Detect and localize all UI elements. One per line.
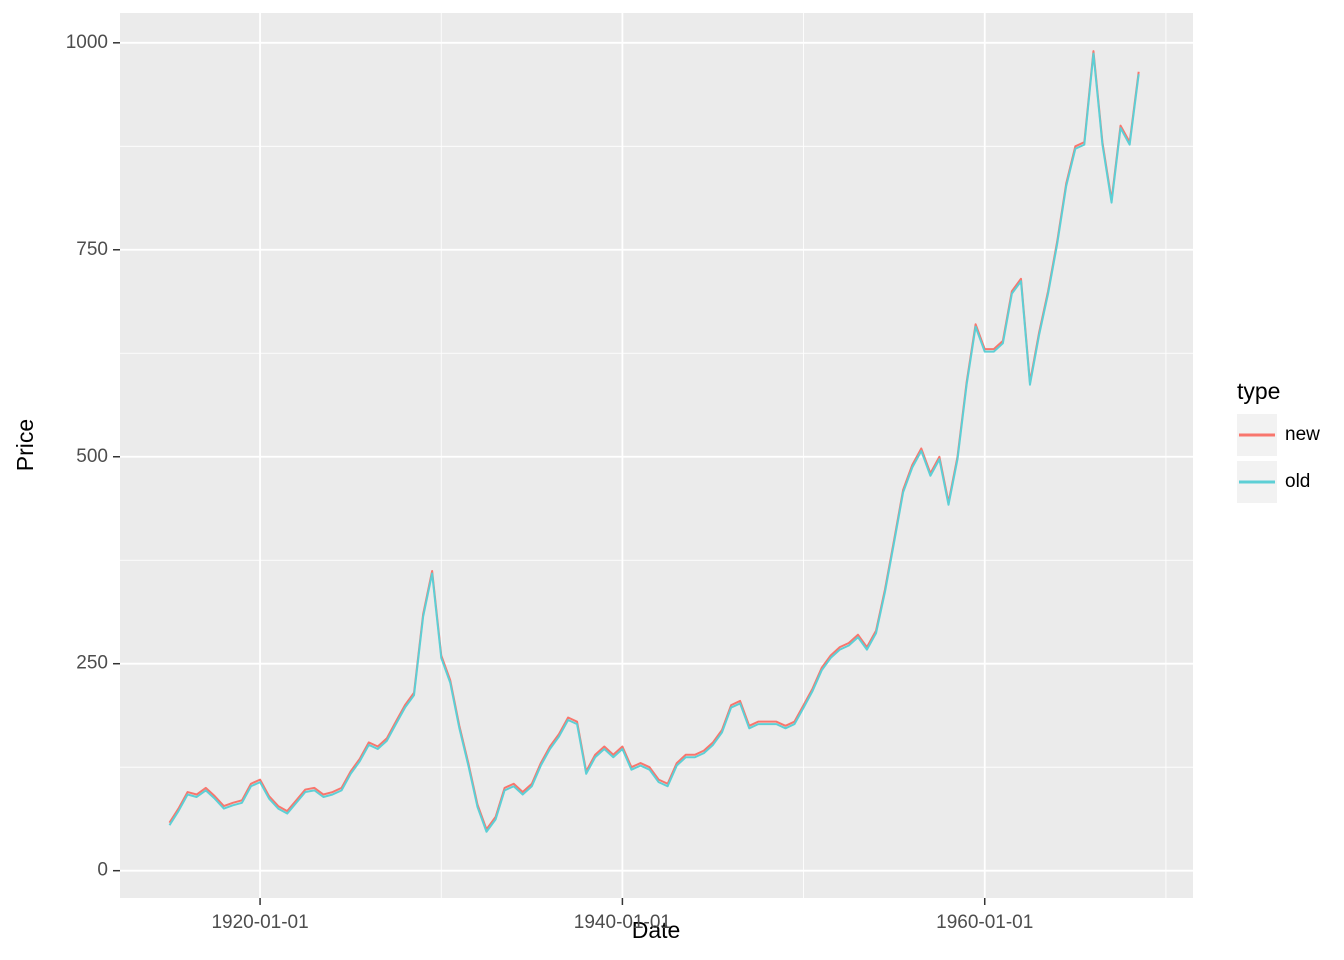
- x-tick-label: 1940-01-01: [574, 912, 671, 933]
- legend-title: type: [1237, 378, 1280, 404]
- y-axis-title: Price: [12, 419, 38, 471]
- x-axis-title: Date: [632, 917, 681, 943]
- line-series: [168, 52, 1140, 833]
- y-tick-label: 1000: [66, 32, 108, 53]
- panel: [120, 13, 1193, 898]
- x-tick-label: 1960-01-01: [936, 912, 1033, 933]
- legend-label: new: [1285, 424, 1320, 445]
- x-tick-label: 1920-01-01: [211, 912, 308, 933]
- y-tick-label: 0: [97, 860, 108, 881]
- legend-label: old: [1285, 471, 1310, 492]
- y-tick-label: 500: [76, 446, 108, 467]
- y-tick-label: 250: [76, 653, 108, 674]
- y-tick-label: 750: [76, 239, 108, 260]
